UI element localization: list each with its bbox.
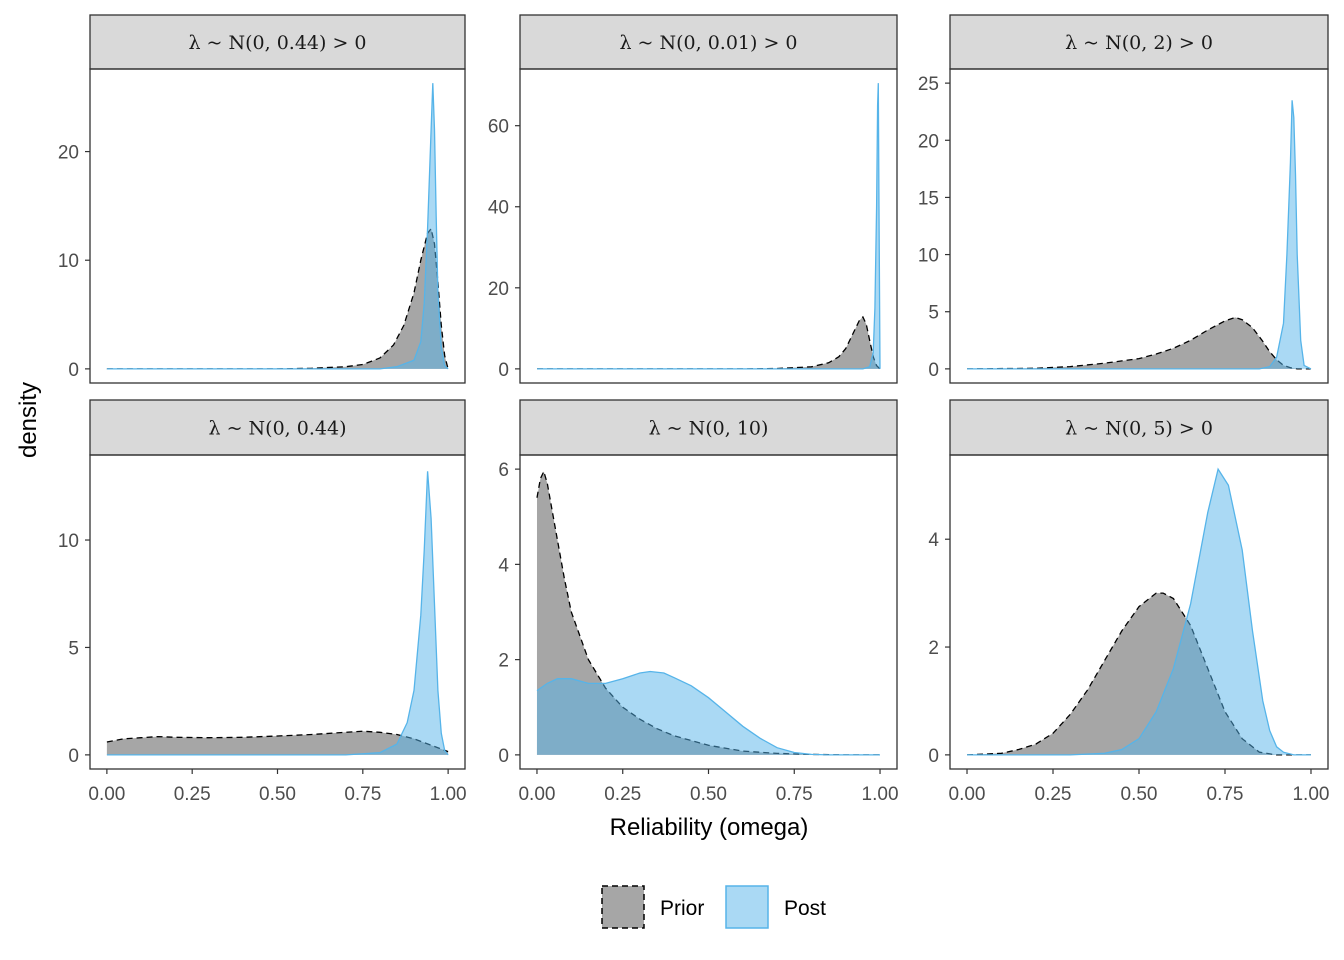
- x-tick-label: 1.00: [430, 784, 467, 805]
- facet-strip: [949, 399, 1329, 456]
- x-tick-label: 0.00: [949, 784, 986, 805]
- density-area-prior: [967, 317, 1311, 369]
- facet-panel: λ ~ N(0, 0.44) 0 5 10 0.00 0.25 0.50 0.75 1.00: [58, 399, 467, 805]
- density-area-post: [106, 471, 449, 755]
- y-tick-label: 0: [928, 360, 939, 381]
- y-tick-label: 20: [58, 143, 79, 164]
- y-tick-label: 4: [928, 530, 939, 551]
- density-area-prior: [106, 731, 449, 755]
- y-tick-label: 2: [498, 651, 509, 672]
- x-tick-label: 1.00: [862, 784, 899, 805]
- density-area-prior: [536, 317, 881, 369]
- y-tick-label: 6: [498, 460, 509, 481]
- y-tick-label: 20: [488, 279, 509, 300]
- facet-title: λ ~ N(0, 2) > 0: [1065, 32, 1213, 54]
- y-tick-label: 5: [68, 638, 79, 659]
- y-tick-label: 2: [928, 638, 939, 659]
- y-tick-label: 60: [488, 117, 509, 138]
- x-tick-label: 0.75: [344, 784, 381, 805]
- y-tick-label: 40: [488, 198, 509, 219]
- density-curve-prior: [106, 730, 449, 753]
- legend-label-post: Post: [784, 897, 826, 920]
- y-tick-label: 0: [498, 360, 509, 381]
- density-area-post: [536, 671, 881, 755]
- x-tick-label: 0.00: [88, 784, 125, 805]
- density-curve-post: [536, 670, 880, 756]
- x-tick-label: 1.00: [1292, 784, 1329, 805]
- facet-strip: [519, 14, 898, 70]
- y-tick-label: 15: [918, 188, 939, 209]
- density-curve-post: [106, 471, 449, 756]
- facet-strip: [89, 14, 466, 70]
- facet-title: λ ~ N(0, 10): [649, 418, 769, 440]
- y-tick-label: 0: [498, 746, 509, 767]
- density-area-post: [967, 469, 1311, 755]
- density-area-post: [106, 83, 449, 369]
- y-tick-label: 5: [928, 303, 939, 324]
- x-tick-label: 0.25: [1035, 784, 1072, 805]
- density-curve-post: [967, 100, 1312, 370]
- facet-panel: λ ~ N(0, 5) > 0 0 2 4 0.00 0.25 0.50 0.75 1.00: [928, 399, 1329, 805]
- facet-panel: λ ~ N(0, 0.44) > 0 0 10 20: [58, 14, 466, 384]
- facet-strip: [949, 14, 1329, 70]
- x-axis-title: Reliability (omega): [610, 814, 809, 841]
- legend: Prior Post: [601, 885, 826, 929]
- x-tick-label: 0.50: [690, 784, 727, 805]
- y-tick-label: 20: [918, 131, 939, 152]
- legend-label-prior: Prior: [660, 897, 704, 920]
- y-tick-label: 10: [58, 251, 79, 272]
- y-tick-label: 10: [58, 531, 79, 552]
- legend-key-post: [725, 885, 769, 929]
- facet-title: λ ~ N(0, 0.44): [209, 418, 347, 440]
- x-tick-label: 0.00: [518, 784, 555, 805]
- facet-title: λ ~ N(0, 0.44) > 0: [188, 32, 366, 54]
- panel-border: [89, 68, 466, 384]
- y-tick-label: 25: [918, 74, 939, 95]
- y-tick-label: 0: [68, 360, 79, 381]
- y-tick-label: 0: [928, 746, 939, 767]
- density-curve-post: [106, 83, 449, 370]
- facet-strip: [519, 399, 898, 456]
- x-tick-label: 0.25: [604, 784, 641, 805]
- x-tick-label: 0.75: [776, 784, 813, 805]
- density-curve-post: [537, 83, 881, 370]
- density-curve-post: [967, 467, 1311, 756]
- facet-panel: λ ~ N(0, 2) > 0 0 5 10 15 20 25: [918, 14, 1329, 384]
- density-area-prior: [106, 228, 449, 369]
- x-tick-label: 0.75: [1207, 784, 1244, 805]
- density-curve-prior: [537, 315, 881, 370]
- facet-panel: λ ~ N(0, 10) 0 2 4 6 0.00 0.25 0.50 0.75 1.00: [498, 399, 899, 805]
- y-tick-label: 4: [498, 555, 509, 576]
- facet-title: λ ~ N(0, 0.01) > 0: [619, 32, 797, 54]
- density-area-post: [967, 100, 1311, 369]
- density-curve-prior: [106, 227, 449, 370]
- facet-title: λ ~ N(0, 5) > 0: [1065, 418, 1213, 440]
- y-tick-label: 0: [68, 746, 79, 767]
- facet-panel: λ ~ N(0, 0.01) > 0 0 20 40 60: [488, 14, 898, 384]
- panel-border: [949, 68, 1329, 384]
- y-tick-label: 10: [918, 246, 939, 267]
- y-axis-title: density: [15, 382, 42, 458]
- x-tick-label: 0.50: [259, 784, 296, 805]
- x-tick-label: 0.25: [174, 784, 211, 805]
- x-tick-label: 0.50: [1121, 784, 1158, 805]
- legend-key-prior: [601, 885, 645, 929]
- panel-border: [519, 68, 898, 384]
- density-area-post: [536, 83, 881, 369]
- facet-strip: [89, 399, 466, 456]
